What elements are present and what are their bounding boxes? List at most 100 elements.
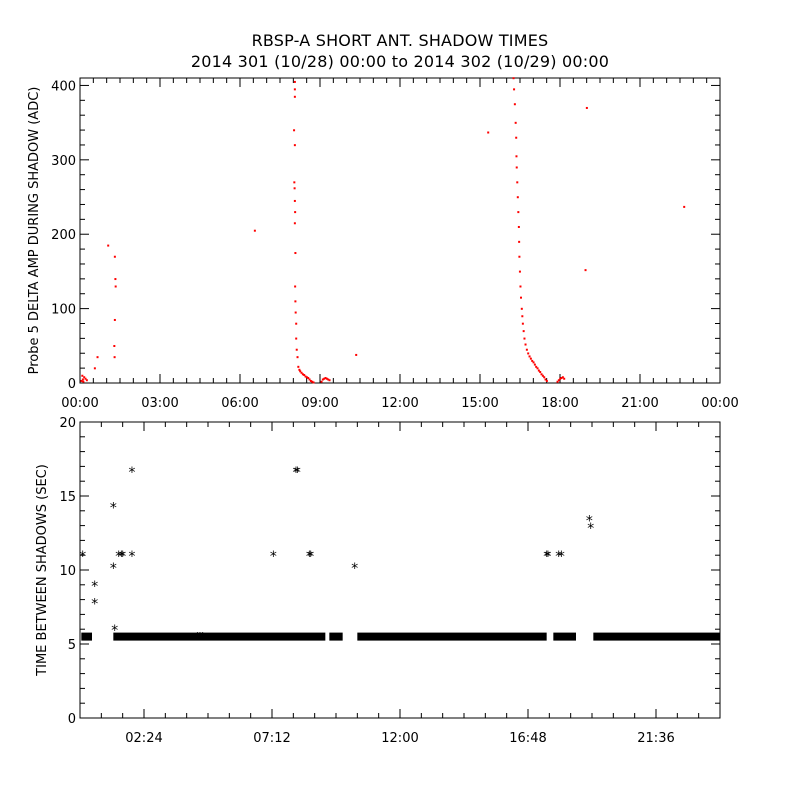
data-point xyxy=(300,371,303,374)
data-point: * xyxy=(292,465,300,481)
y-tick-label: 0 xyxy=(68,377,76,392)
data-point: * xyxy=(585,514,593,530)
data-point xyxy=(309,379,312,382)
data-point xyxy=(487,131,490,134)
data-point xyxy=(540,373,543,376)
data-point xyxy=(527,352,530,355)
data-band xyxy=(593,632,720,641)
data-point: * xyxy=(544,549,552,565)
data-point xyxy=(535,365,538,368)
bottom-panel: 0 5 10 15 20 02:24 07:12 12:00 16:48 21:36 TIME BE… xyxy=(35,416,721,746)
data-point xyxy=(307,376,310,379)
data-point xyxy=(294,252,297,255)
data-point xyxy=(516,196,519,199)
data-point xyxy=(321,378,324,381)
data-point xyxy=(304,375,307,378)
data-point xyxy=(543,376,546,379)
data-point xyxy=(521,322,524,325)
data-point xyxy=(541,374,544,377)
y-tick-label: 15 xyxy=(59,490,76,505)
data-point xyxy=(545,379,548,382)
data-point xyxy=(517,225,520,228)
data-point xyxy=(537,369,540,372)
data-point xyxy=(293,80,296,83)
data-point xyxy=(253,229,256,232)
data-point xyxy=(114,285,117,288)
y-tick-label: 400 xyxy=(51,79,76,94)
data-point xyxy=(561,376,564,379)
data-point xyxy=(327,378,330,381)
data-band xyxy=(113,632,326,641)
data-point: * xyxy=(90,579,98,595)
data-point xyxy=(113,345,116,348)
data-point xyxy=(355,353,358,356)
data-point: * xyxy=(269,549,277,565)
data-point: * xyxy=(117,549,125,565)
data-point xyxy=(295,348,298,351)
data-point xyxy=(563,377,566,380)
data-point xyxy=(557,379,560,382)
data-point xyxy=(294,311,297,314)
data-point xyxy=(536,367,539,370)
data-point xyxy=(297,365,300,368)
x-tick-label: 12:00 xyxy=(381,731,418,746)
x-tick-label: 06:00 xyxy=(221,396,258,411)
data-point: * xyxy=(110,623,118,639)
x-tick-label: 02:24 xyxy=(125,731,162,746)
data-point xyxy=(303,374,306,377)
data-point: * xyxy=(305,549,313,565)
data-point xyxy=(96,356,99,359)
data-point xyxy=(520,296,522,299)
data-point xyxy=(683,205,686,208)
data-point: * xyxy=(557,549,565,565)
plot-frame xyxy=(79,421,721,719)
data-point xyxy=(113,356,116,359)
data-point xyxy=(82,380,85,383)
data-point xyxy=(85,379,88,382)
data-point xyxy=(521,315,524,318)
x-tick-label: 21:00 xyxy=(621,396,658,411)
data-point xyxy=(515,166,518,169)
y-tick-label: 0 xyxy=(68,712,76,727)
data-point xyxy=(544,378,547,381)
x-tick-label: 21:36 xyxy=(637,731,674,746)
data-point xyxy=(514,121,517,124)
data-point xyxy=(539,371,542,374)
data-point xyxy=(299,370,302,373)
data-point: * xyxy=(554,549,562,565)
data-point xyxy=(324,376,327,379)
data-point xyxy=(328,379,331,382)
data-point xyxy=(515,136,518,139)
top-panel: 0 100 200 300 400 00:00 03:00 06:00 09:00 12:00 15… xyxy=(27,77,739,411)
chart-title-line2: 2014 301 (10/28) 00:00 to 2014 302 (10/2… xyxy=(190,52,610,71)
data-point: * xyxy=(586,521,594,537)
data-point xyxy=(512,77,515,80)
data-point xyxy=(556,380,559,383)
data-point: * xyxy=(196,631,204,647)
data-point xyxy=(93,367,96,370)
y-tick-label: 300 xyxy=(51,154,76,169)
data-point xyxy=(293,144,296,147)
data-point xyxy=(294,300,297,303)
data-point xyxy=(308,378,311,381)
data-point xyxy=(532,361,535,364)
data-point xyxy=(518,270,521,273)
data-point xyxy=(531,359,534,362)
data-point xyxy=(301,373,304,376)
data-band xyxy=(553,632,576,641)
data-point: * xyxy=(118,549,126,565)
chart-title-line1: RBSP-A SHORT ANT. SHADOW TIMES xyxy=(251,31,549,50)
data-point: * xyxy=(109,561,117,577)
data-point: * xyxy=(128,549,136,565)
data-point: * xyxy=(293,465,301,481)
y-axis-title: TIME BETWEEN SHADOWS (SEC) xyxy=(35,464,50,677)
data-point xyxy=(323,377,326,380)
data-point xyxy=(312,381,315,384)
data-point xyxy=(305,376,308,379)
data-point xyxy=(113,255,116,258)
y-tick-label: 10 xyxy=(59,564,76,579)
data-point xyxy=(560,376,563,379)
data-point xyxy=(320,380,323,383)
data-point xyxy=(293,187,296,190)
data-band xyxy=(357,632,547,641)
